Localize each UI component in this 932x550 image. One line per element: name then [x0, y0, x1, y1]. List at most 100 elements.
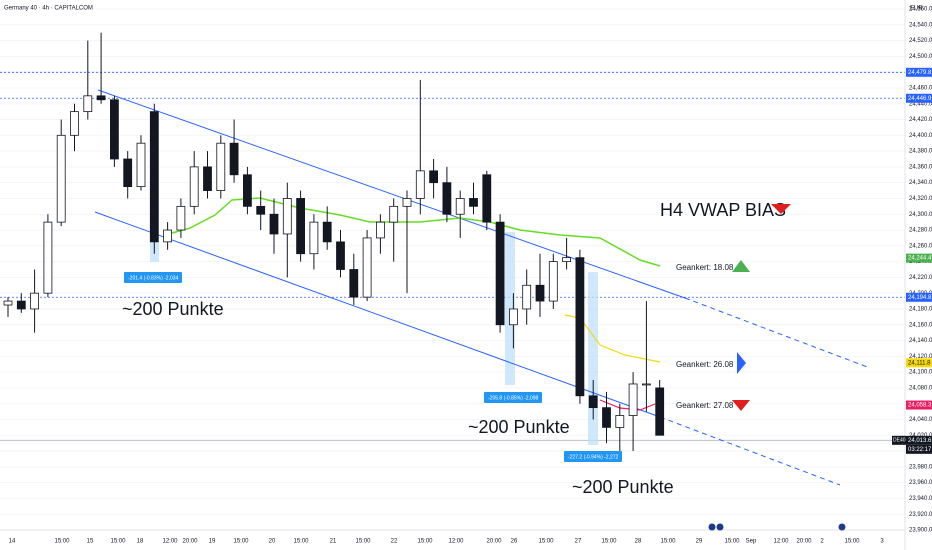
y-tick-label: 23,980.0	[909, 464, 932, 470]
candle-body	[56, 134, 66, 223]
y-tick-label: 24,120.0	[909, 354, 932, 360]
candle-body	[110, 99, 119, 160]
y-tick-label: 24,140.0	[909, 338, 932, 344]
candle-body	[282, 198, 292, 235]
candle-body	[229, 142, 239, 176]
candle-body	[389, 205, 399, 223]
candle-body	[336, 241, 345, 270]
x-tick-label: 20:00	[796, 539, 812, 545]
axis: 24,560.024,540.024,520.024,500.024,480.0…	[9, 7, 932, 545]
candle-body	[83, 95, 93, 113]
y-tick-label: 24,420.0	[909, 117, 932, 123]
price-label: 24,479.8	[908, 70, 932, 76]
measure-box	[124, 272, 182, 283]
x-tick-label: 12:00	[162, 539, 178, 545]
candle-body	[482, 174, 492, 223]
candle-body	[296, 198, 306, 255]
x-tick-label: 15:00	[724, 539, 740, 545]
candle-body	[575, 257, 585, 397]
chart-title: Germany 40 · 4h · CAPITALCOM	[4, 6, 93, 12]
candle-body	[375, 221, 385, 239]
candle-body	[269, 213, 279, 235]
event-icon	[708, 523, 716, 531]
annotation: Geankert: 26.08	[676, 360, 734, 369]
x-tick-label: 15:00	[660, 539, 676, 545]
x-tick-label: 15:00	[601, 539, 617, 545]
x-tick-label: 15:00	[233, 539, 249, 545]
x-tick-label: 19	[209, 539, 216, 545]
price-box	[906, 67, 932, 77]
candle-body	[123, 158, 133, 188]
candle-body	[256, 205, 266, 215]
candles	[3, 32, 665, 452]
x-tick-label: 15:00	[355, 539, 371, 545]
candle-body	[402, 198, 412, 207]
down-triangle	[771, 204, 791, 214]
symbol-label: DE40	[893, 438, 906, 444]
y-tick-label: 24,340.0	[909, 180, 932, 186]
x-tick-label: 15:00	[54, 539, 70, 545]
x-tick-label: Sep	[746, 539, 757, 545]
up-triangle	[732, 260, 750, 272]
y-tick-label: 23,920.0	[909, 512, 932, 518]
price-label: 24,194.8	[908, 295, 932, 301]
x-tick-label: 21	[330, 539, 337, 545]
candle-body	[508, 308, 518, 326]
x-tick-label: 18	[137, 539, 144, 545]
x-tick-label: 3	[880, 539, 884, 545]
y-tick-label: 24,360.0	[909, 164, 932, 170]
candle-body	[309, 221, 319, 255]
right-triangle	[737, 352, 746, 374]
x-tick-label: 15	[87, 539, 94, 545]
candle-body	[70, 111, 79, 136]
candle-body	[30, 292, 40, 310]
candle-body	[16, 300, 26, 310]
candle-body	[642, 383, 651, 386]
measure-band	[588, 272, 598, 445]
x-tick-label: 26	[511, 539, 518, 545]
candle-body	[242, 174, 252, 207]
event-icon	[838, 523, 846, 531]
x-tick-label: 12:00	[448, 539, 464, 545]
candle-body	[602, 407, 611, 428]
price-box	[906, 358, 932, 368]
y-tick-label: 23,940.0	[909, 496, 932, 502]
candle-body	[43, 221, 53, 294]
candle-body	[429, 170, 439, 184]
measure-box	[564, 451, 622, 462]
countdown-box	[906, 444, 932, 454]
price-box	[906, 253, 932, 263]
candle-body	[3, 300, 13, 306]
y-tick-label: 24,180.0	[909, 307, 932, 313]
annotation: Geankert: 27.08	[676, 401, 734, 410]
candle-body	[216, 142, 226, 191]
candle-body	[176, 205, 186, 231]
x-tick-label: 15:00	[844, 539, 860, 545]
y-tick-label: 24,300.0	[909, 212, 932, 218]
x-tick-label: 14	[9, 539, 16, 545]
x-tick-label: 20:00	[182, 539, 198, 545]
y-tick-label: 24,040.0	[909, 417, 932, 423]
y-tick-label: 24,560.0	[909, 7, 932, 13]
y-tick-label: 24,320.0	[909, 196, 932, 202]
y-tick-label: 24,460.0	[909, 86, 932, 92]
event-icon	[716, 523, 724, 531]
candle-body	[535, 284, 545, 302]
candle-body	[349, 269, 359, 298]
y-tick-label: 24,500.0	[909, 54, 932, 60]
x-tick-label: 2	[820, 539, 824, 545]
candle-body	[469, 198, 478, 207]
x-tick-label: 15:00	[110, 539, 126, 545]
y-tick-label: 24,160.0	[909, 322, 932, 328]
annotation: ~200 Punkte	[468, 417, 570, 437]
x-tick-label: 27	[575, 539, 582, 545]
x-tick-label: 20	[269, 539, 276, 545]
y-tick-label: 24,380.0	[909, 149, 932, 155]
annotation: H4 VWAP BIAS	[660, 200, 786, 220]
candle-body	[136, 142, 146, 188]
candle-body	[189, 166, 199, 207]
x-tick-label: 12:00	[773, 539, 789, 545]
y-tick-label: 24,400.0	[909, 133, 932, 139]
down-triangle	[732, 400, 750, 411]
